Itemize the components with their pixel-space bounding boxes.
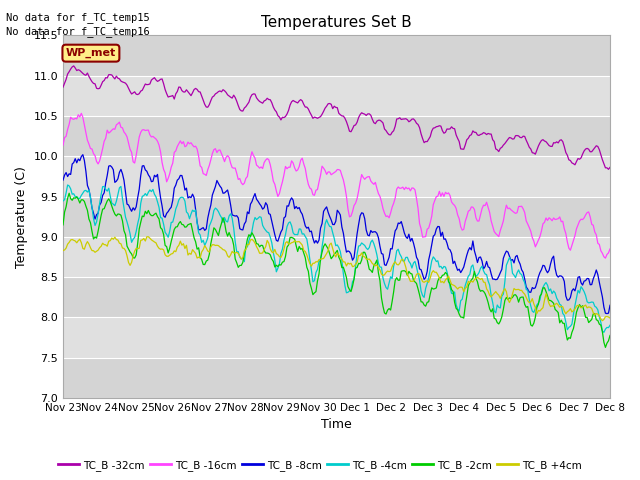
Bar <box>63 116 610 156</box>
Text: No data for f_TC_temp15: No data for f_TC_temp15 <box>6 12 150 23</box>
Bar <box>63 317 610 358</box>
Bar <box>63 76 610 116</box>
X-axis label: Time: Time <box>321 419 352 432</box>
Bar <box>63 196 610 237</box>
Bar <box>63 36 610 76</box>
Y-axis label: Temperature (C): Temperature (C) <box>15 166 28 267</box>
Text: WP_met: WP_met <box>66 48 116 58</box>
Bar <box>63 358 610 398</box>
Bar <box>63 237 610 277</box>
Legend: TC_B -32cm, TC_B -16cm, TC_B -8cm, TC_B -4cm, TC_B -2cm, TC_B +4cm: TC_B -32cm, TC_B -16cm, TC_B -8cm, TC_B … <box>54 456 586 475</box>
Bar <box>63 156 610 196</box>
Text: No data for f_TC_temp16: No data for f_TC_temp16 <box>6 26 150 37</box>
Title: Temperatures Set B: Temperatures Set B <box>261 15 412 30</box>
Bar <box>63 277 610 317</box>
